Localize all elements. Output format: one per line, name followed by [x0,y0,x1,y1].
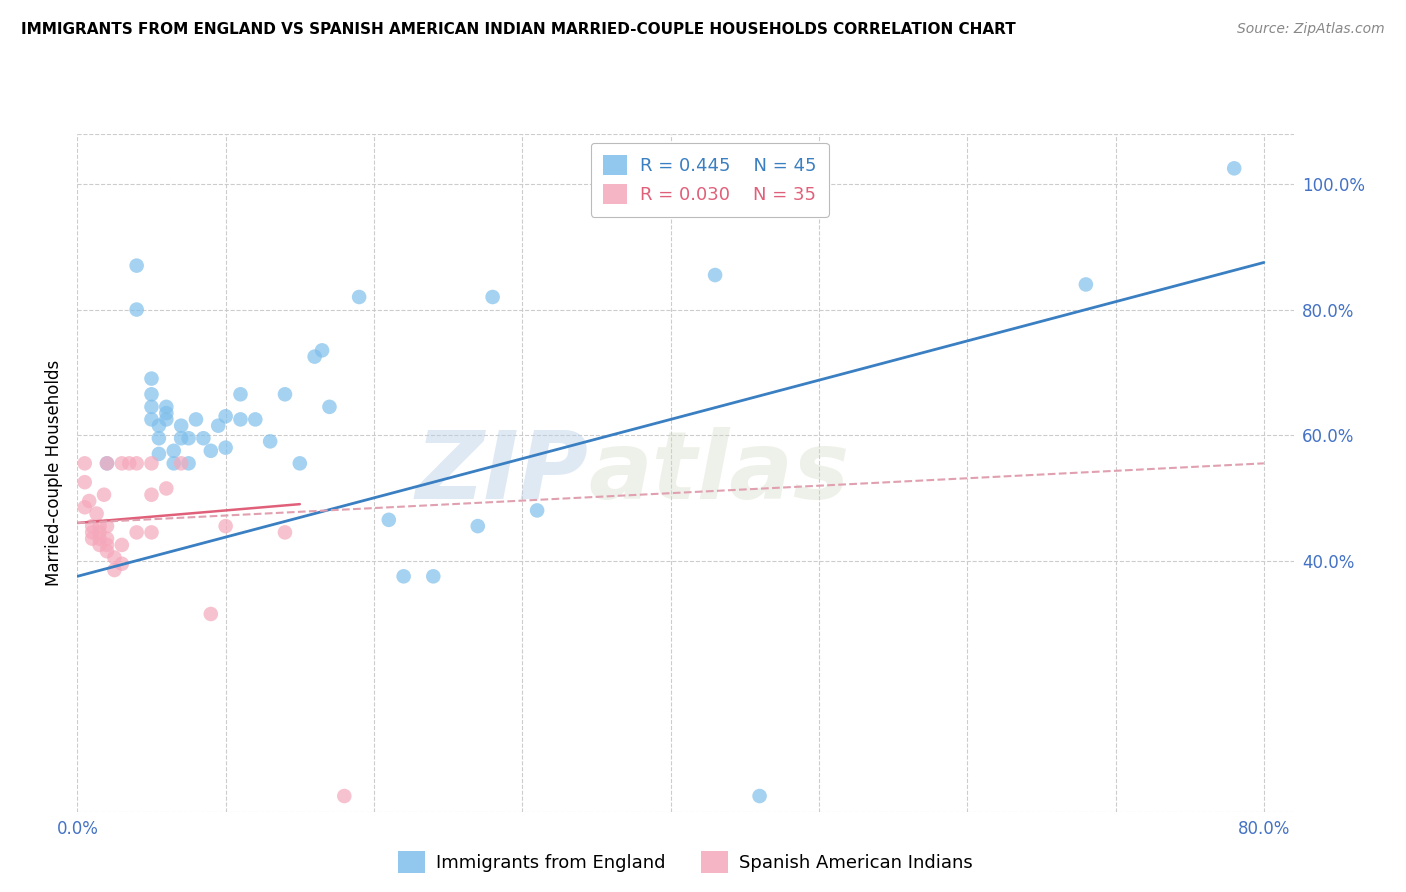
Point [103,550,125,565]
Point [193,431,215,445]
Point [103,563,125,577]
Point [170,456,193,470]
Point [89,532,111,546]
Point [141,400,163,414]
Point [214,409,236,424]
Point [125,302,148,317]
Point [125,525,148,540]
Point [125,259,148,273]
Point [378,513,401,527]
Point [229,387,252,401]
Text: Source: ZipAtlas.com: Source: ZipAtlas.com [1237,22,1385,37]
Point [77,494,100,508]
Point [111,456,134,470]
Point [207,418,229,433]
Point [96,456,118,470]
Point [148,431,170,445]
Point [73,475,96,490]
Point [1223,161,1246,176]
Point [155,400,177,414]
Point [96,538,118,552]
Point [141,456,163,470]
Point [148,418,170,433]
Point [184,412,207,426]
Point [200,607,222,621]
Text: ZIP: ZIP [415,426,588,519]
Point [333,789,356,803]
Point [392,569,415,583]
Point [170,418,193,433]
Point [481,290,503,304]
Point [141,488,163,502]
Point [274,387,297,401]
Point [86,507,108,521]
Point [177,456,200,470]
Point [82,519,104,533]
Point [89,538,111,552]
Point [141,412,163,426]
Point [141,525,163,540]
Point [111,557,134,571]
Point [155,482,177,496]
Point [96,532,118,546]
Point [347,290,370,304]
Point [141,371,163,385]
Point [311,343,333,358]
Text: atlas: atlas [588,426,849,519]
Point [96,456,118,470]
Point [96,544,118,558]
Point [73,456,96,470]
Point [304,350,326,364]
Point [118,456,141,470]
Point [89,519,111,533]
Point [245,412,267,426]
Point [1074,277,1097,292]
Point [111,538,134,552]
Point [125,456,148,470]
Point [467,519,489,533]
Point [82,532,104,546]
Point [214,519,236,533]
Point [163,456,186,470]
Point [318,400,340,414]
Point [155,406,177,420]
Point [163,443,186,458]
Point [229,412,252,426]
Y-axis label: Married-couple Households: Married-couple Households [45,359,63,586]
Point [89,525,111,540]
Point [73,500,96,515]
Point [288,456,311,470]
Point [170,431,193,445]
Point [141,387,163,401]
Point [274,525,297,540]
Point [748,789,770,803]
Point [704,268,727,282]
Point [96,519,118,533]
Point [82,525,104,540]
Point [93,488,115,502]
Point [526,503,548,517]
Point [422,569,444,583]
Legend: Immigrants from England, Spanish American Indians: Immigrants from England, Spanish America… [391,844,980,880]
Point [148,447,170,461]
Point [155,412,177,426]
Point [259,434,281,449]
Text: IMMIGRANTS FROM ENGLAND VS SPANISH AMERICAN INDIAN MARRIED-COUPLE HOUSEHOLDS COR: IMMIGRANTS FROM ENGLAND VS SPANISH AMERI… [21,22,1017,37]
Point [200,443,222,458]
Point [177,431,200,445]
Point [214,441,236,455]
